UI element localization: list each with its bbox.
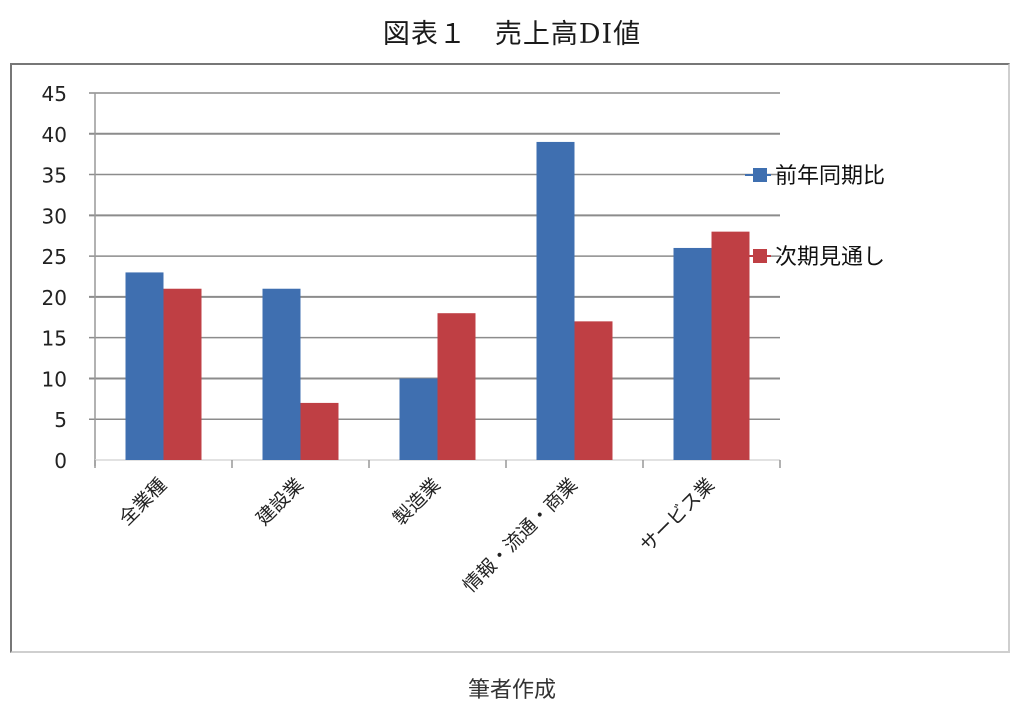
bar <box>536 141 575 460</box>
bar-chart: 0 5 10 15 20 25 30 35 40 45 全業種 建設業 製造業 情報・流通・商業 サービス業… <box>42 82 885 597</box>
bar <box>262 288 301 460</box>
x-category-label: 情報・流通・商業 <box>459 474 582 597</box>
bar <box>399 378 438 460</box>
bar <box>125 272 164 460</box>
bar <box>437 313 476 460</box>
source-note: 筆者作成 <box>467 678 556 703</box>
legend-swatch <box>753 168 767 182</box>
bar <box>163 288 202 460</box>
y-tick-label: 10 <box>42 367 67 391</box>
x-category-label: 全業種 <box>115 474 171 530</box>
legend-label: 次期見通し <box>775 245 885 270</box>
legend-swatch <box>753 249 767 263</box>
bar <box>673 247 712 460</box>
y-tick-label: 45 <box>42 82 67 106</box>
x-category-label: 建設業 <box>252 474 308 530</box>
bar <box>300 402 339 460</box>
y-tick-label: 35 <box>42 164 67 188</box>
bar <box>711 231 750 460</box>
y-tick-label: 40 <box>42 123 67 147</box>
y-tick-label: 5 <box>54 408 67 432</box>
y-tick-label: 15 <box>42 327 67 351</box>
legend-label: 前年同期比 <box>775 164 885 189</box>
y-tick-label: 20 <box>42 286 67 310</box>
bar <box>574 321 613 460</box>
chart-frame: 0 5 10 15 20 25 30 35 40 45 全業種 建設業 製造業 情報・流通・商業 サービス業… <box>10 63 1010 653</box>
x-category-label: 製造業 <box>389 474 445 530</box>
x-category-label: サービス業 <box>636 474 719 557</box>
y-tick-label: 0 <box>54 449 67 473</box>
y-tick-label: 25 <box>42 245 67 269</box>
y-tick-label: 30 <box>42 204 67 228</box>
chart-title: 図表１ 売上高DI値 <box>382 19 642 50</box>
